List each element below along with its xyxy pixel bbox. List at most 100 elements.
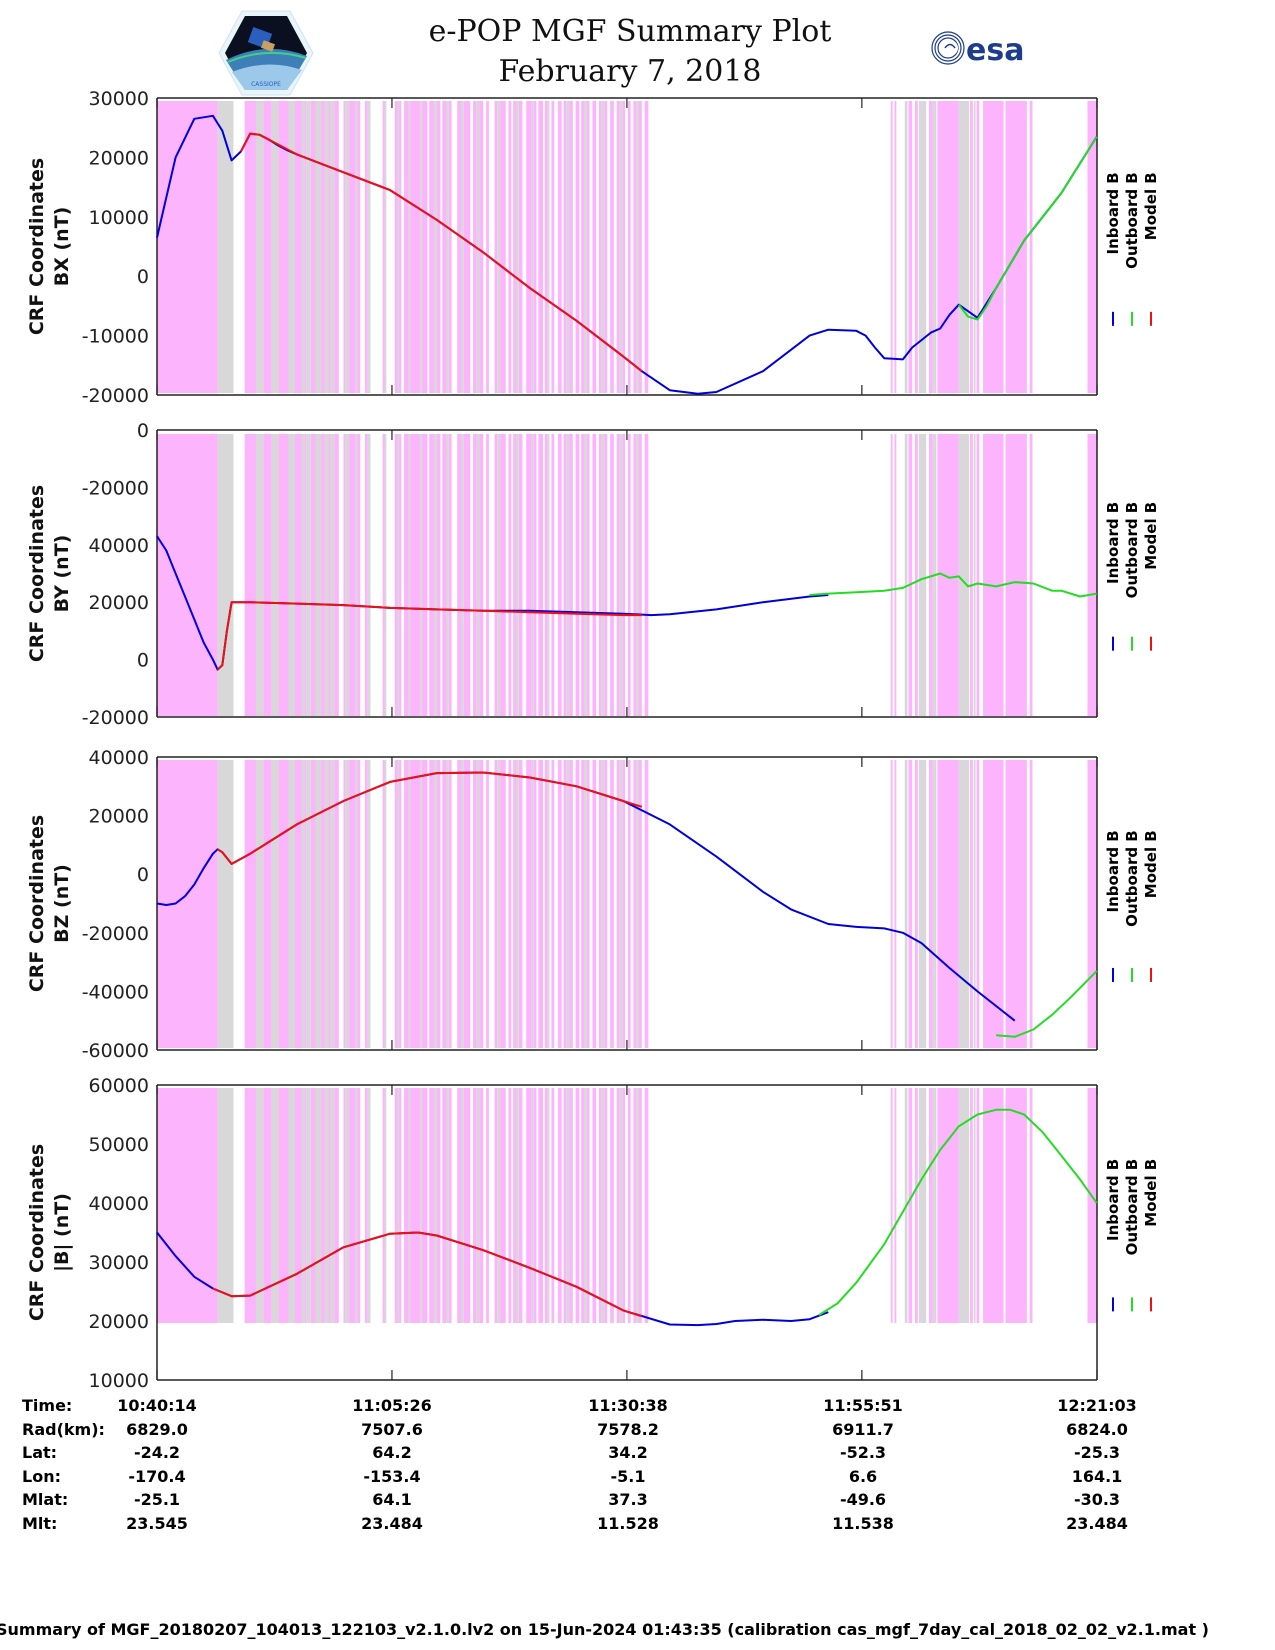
shade-band-pink: [633, 1088, 637, 1323]
shade-band-pink: [970, 1088, 973, 1323]
esa-logo: esa: [931, 31, 1024, 68]
shade-band-pink: [1029, 1088, 1033, 1323]
ephemeris-value: 6911.7: [832, 1420, 894, 1439]
shade-band-pink: [343, 434, 346, 716]
shade-band-gray: [433, 760, 437, 1048]
shade-band-pink: [518, 101, 523, 393]
shade-band-pink: [928, 434, 933, 716]
shade-band-pink: [513, 760, 516, 1048]
shade-band-pink: [328, 1088, 331, 1323]
ephemeris-value: 11:30:38: [588, 1396, 668, 1415]
legend-label: Model B: [1142, 172, 1160, 240]
shade-band-pink: [364, 760, 368, 1048]
shade-band-pink: [526, 1088, 532, 1323]
shade-band-gray: [547, 1088, 550, 1323]
shade-band-pink: [304, 101, 307, 393]
series-line-model-b: [216, 601, 642, 671]
shade-band-gray: [446, 760, 449, 1048]
shade-band-pink: [349, 101, 356, 393]
shade-band-pink: [364, 101, 368, 393]
shade-band-pink: [563, 1088, 567, 1323]
shade-band-pink: [436, 760, 441, 1048]
shade-band-gray: [271, 101, 279, 393]
shade-band-gray: [460, 1088, 464, 1323]
shade-band-gray: [531, 760, 534, 1048]
shade-band-pink: [622, 101, 626, 393]
y-tick-label: 40000: [89, 747, 149, 769]
shade-band-pink: [915, 760, 918, 1048]
shade-band-gray: [315, 760, 322, 1048]
ephemeris-value: -25.3: [1073, 1443, 1121, 1462]
shade-band-pink: [586, 101, 590, 393]
shade-band-pink: [343, 1088, 346, 1323]
shade-band-pink: [1029, 760, 1033, 1048]
shade-band-pink: [557, 101, 562, 393]
y-tick-label: 0: [137, 864, 149, 886]
shade-band-pink: [508, 1088, 512, 1323]
shade-band-pink: [928, 1088, 933, 1323]
shade-band-gray: [397, 101, 400, 393]
shade-band-pink: [442, 434, 447, 716]
shade-band-gray: [355, 101, 358, 393]
plot-title: e-POP MGF Summary Plot February 7, 2018: [370, 12, 890, 92]
shade-band-gray: [636, 101, 640, 393]
shade-band-pink: [513, 434, 516, 716]
shade-band-pink: [486, 760, 489, 1048]
shade-band-gray: [958, 101, 970, 393]
legend-label: Model B: [1142, 1159, 1160, 1227]
shade-band-pink: [915, 1088, 918, 1323]
shade-band-pink: [1005, 1088, 1027, 1323]
y-tick-label: 30000: [89, 88, 149, 110]
shade-band-gray: [973, 760, 976, 1048]
shade-band-pink: [983, 101, 1004, 393]
shade-band-pink: [486, 101, 489, 393]
shade-band-pink: [404, 1088, 409, 1323]
shade-band-gray: [301, 101, 305, 393]
shade-band-pink: [518, 1088, 523, 1323]
shade-band-gray: [636, 434, 640, 716]
shade-band-pink: [278, 760, 289, 1048]
shade-band-pink: [563, 760, 567, 1048]
ephemeris-row-label: Mlat:: [22, 1490, 69, 1509]
series-line-outboard-b: [809, 572, 1097, 598]
shade-band-pink: [421, 434, 428, 716]
shade-band-gray: [476, 1088, 480, 1323]
series-line-model-b: [240, 132, 643, 372]
y-tick-label: -40000: [82, 981, 149, 1003]
shade-band-pink: [569, 760, 573, 1048]
shade-band-pink: [890, 434, 893, 716]
shade-band-pink: [442, 101, 447, 393]
shade-band-gray: [355, 760, 358, 1048]
shade-band-gray: [584, 434, 587, 716]
y-tick-label: 40000: [89, 535, 149, 557]
legend-label: Model B: [1142, 830, 1160, 898]
shade-band-gray: [433, 434, 437, 716]
shade-band-pink: [442, 1088, 447, 1323]
legend-label: Outboard B: [1123, 830, 1141, 927]
shade-band-gray: [288, 760, 295, 1048]
shade-band-pink: [334, 101, 339, 393]
shade-band-gray: [904, 434, 908, 716]
shade-band-pink: [404, 434, 409, 716]
shade-band-pink: [581, 434, 585, 716]
y-axis-label-line-1: CRF Coordinates: [26, 485, 48, 662]
shade-band-gray: [497, 101, 501, 393]
shade-band-gray: [384, 101, 387, 393]
y-axis-label-line-2: BX (nT): [51, 207, 73, 287]
shade-band-pink: [473, 434, 477, 716]
shade-band-pink: [976, 434, 980, 716]
shade-band-pink: [334, 1088, 339, 1323]
shade-band-pink: [937, 434, 959, 716]
shade-band-pink: [610, 760, 614, 1048]
ephemeris-value: 6829.0: [126, 1420, 188, 1439]
shade-band-pink: [610, 434, 614, 716]
shade-band-pink: [457, 1088, 461, 1323]
shade-band-gray: [566, 101, 570, 393]
shade-band-gray: [330, 760, 335, 1048]
shade-band-pink: [1087, 434, 1097, 716]
shade-band-pink: [627, 101, 631, 393]
shade-band-gray: [271, 760, 279, 1048]
shade-band-pink: [604, 101, 608, 393]
shade-band-pink: [479, 1088, 484, 1323]
shade-band-pink: [343, 760, 346, 1048]
